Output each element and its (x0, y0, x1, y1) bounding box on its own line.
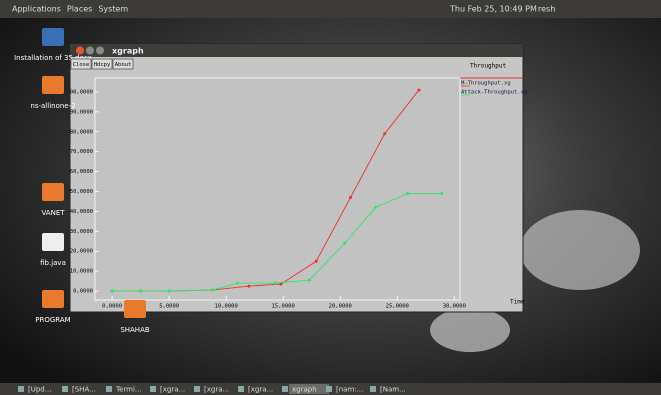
data-point (440, 192, 443, 195)
desktop-icon-label[interactable]: fib.java (40, 259, 66, 267)
data-point (247, 285, 250, 288)
user-name[interactable]: resh (538, 5, 555, 14)
screen: xgraph Throughput Time Applications Place… (0, 0, 661, 395)
x-tick-label: 20,0000 (329, 304, 352, 310)
task-button[interactable]: [Nam... (380, 386, 406, 394)
desktop-icon[interactable] (42, 183, 64, 201)
task-button[interactable]: xgraph (292, 386, 317, 394)
task-button[interactable]: [Upd... (28, 386, 51, 394)
task-button[interactable]: [xgra... (204, 386, 229, 394)
task-icon (18, 386, 24, 392)
desktop-icon[interactable] (124, 300, 146, 318)
data-point (274, 282, 277, 285)
data-point (343, 242, 346, 245)
window-button-label[interactable]: Close (73, 62, 90, 68)
menu-item[interactable]: System (98, 5, 128, 14)
data-point (139, 290, 142, 293)
task-icon (62, 386, 68, 392)
x-tick-label: 15,0000 (272, 304, 295, 310)
data-point (211, 289, 214, 292)
task-icon (370, 386, 376, 392)
x-tick-label: 5,0000 (159, 304, 179, 310)
x-tick-label: 0,0000 (102, 304, 122, 310)
window-button-label[interactable]: About (115, 62, 132, 68)
task-button[interactable]: [xgra... (160, 386, 185, 394)
desktop-icon-label[interactable]: ns-allinone-2 (30, 102, 75, 110)
task-icon (238, 386, 244, 392)
data-point (417, 88, 420, 91)
y-tick-label: 40,0000 (70, 209, 93, 215)
desktop-icon[interactable] (42, 233, 64, 251)
wallpaper-leaf (520, 210, 640, 290)
wallpaper-leaf (430, 308, 510, 352)
y-tick-label: 60,0000 (70, 169, 93, 175)
y-tick-label: 30,0000 (70, 229, 93, 235)
window-title: xgraph (112, 47, 144, 56)
data-point (406, 192, 409, 195)
y-tick-label: 00,0000 (70, 89, 93, 95)
menu-item[interactable]: Applications (12, 5, 61, 14)
y-tick-label: 80,0000 (70, 129, 93, 135)
data-point (168, 290, 171, 293)
data-point (111, 290, 114, 293)
x-tick-label: 30,0000 (443, 304, 466, 310)
desktop-icon[interactable] (42, 28, 64, 46)
task-button[interactable]: [SHA... (72, 386, 96, 394)
task-icon (326, 386, 332, 392)
data-point (315, 260, 318, 263)
x-tick-label: 25,0000 (386, 304, 409, 310)
x-axis-label: Time (510, 299, 525, 306)
y-tick-label: 70,0000 (70, 149, 93, 155)
y-tick-label: 90,0000 (70, 109, 93, 115)
y-tick-label: 20,0000 (70, 249, 93, 255)
clock[interactable]: Thu Feb 25, 10:49 PM (449, 5, 537, 14)
desktop-icon-label[interactable]: SHAHAB (120, 326, 150, 334)
task-icon (106, 386, 112, 392)
data-point (236, 282, 239, 285)
data-point (349, 196, 352, 199)
data-point (374, 206, 377, 209)
desktop-icon-label[interactable]: VANET (41, 209, 65, 217)
menu-item[interactable]: Places (67, 5, 92, 14)
desktop-icon[interactable] (42, 76, 64, 94)
window-button-label[interactable]: Hdcpy (94, 62, 111, 68)
task-button[interactable]: Termi... (115, 386, 142, 394)
y-tick-label: 0,0000 (73, 289, 93, 295)
desktop-icon[interactable] (42, 290, 64, 308)
task-icon (194, 386, 200, 392)
y-tick-label: 50,0000 (70, 189, 93, 195)
legend-entry: Attack-Throughput.xg (461, 90, 527, 96)
data-point (383, 132, 386, 135)
chart-title: Throughput (470, 63, 507, 70)
task-button[interactable]: [nam:... (336, 386, 363, 394)
maximize-button[interactable] (96, 47, 104, 55)
task-icon (282, 386, 288, 392)
task-button[interactable]: [xgra... (248, 386, 273, 394)
task-icon (150, 386, 156, 392)
y-tick-label: 10,0000 (70, 269, 93, 275)
x-tick-label: 10,0000 (215, 304, 238, 310)
plot-frame (95, 78, 460, 300)
data-point (308, 279, 311, 282)
desktop-icon-label[interactable]: PROGRAM (35, 316, 70, 324)
